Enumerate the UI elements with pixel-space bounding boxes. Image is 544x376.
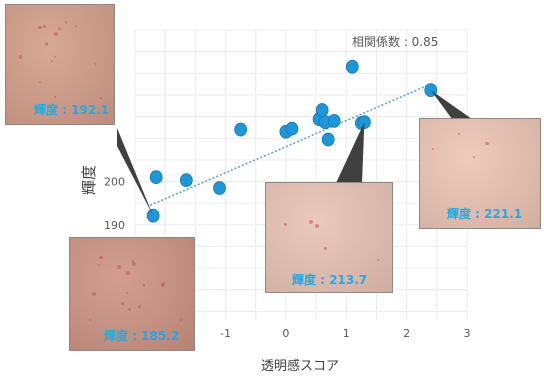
skin-blemish bbox=[309, 219, 313, 224]
skin-blemish bbox=[117, 265, 121, 269]
data-point bbox=[213, 181, 226, 195]
skin-blemish bbox=[315, 223, 320, 228]
skin-blemish bbox=[53, 31, 58, 36]
skin-blemish bbox=[473, 155, 476, 158]
skin-blemish bbox=[126, 291, 128, 294]
skin-blemish bbox=[97, 263, 100, 266]
y-axis-label: 輝度 bbox=[80, 165, 98, 195]
callout-tail bbox=[430, 90, 472, 119]
x-axis-label: 透明感スコア bbox=[261, 358, 339, 374]
skin-blemish bbox=[43, 24, 46, 28]
skin-photo-panel-221: 輝度 : 221.1 bbox=[419, 118, 541, 229]
x-tick-label: 3 bbox=[464, 327, 471, 340]
skin-blemish bbox=[38, 26, 42, 30]
x-tick-label: 2 bbox=[403, 327, 410, 340]
skin-blemish bbox=[142, 284, 146, 287]
skin-blemish bbox=[92, 291, 97, 296]
skin-blemish bbox=[99, 256, 103, 260]
data-point bbox=[327, 113, 341, 128]
correlation-annotation: 相関係数 : 0.85 bbox=[352, 34, 438, 49]
skin-blemish bbox=[179, 318, 183, 321]
skin-blemish bbox=[45, 42, 49, 46]
data-point bbox=[321, 132, 335, 147]
skin-blemish bbox=[57, 26, 61, 30]
skin-blemish bbox=[485, 142, 489, 146]
data-point bbox=[345, 59, 359, 74]
skin-blemish bbox=[284, 222, 288, 226]
skin-blemish bbox=[138, 305, 141, 308]
data-point bbox=[149, 170, 163, 185]
skin-blemish bbox=[131, 262, 136, 267]
skin-blemish bbox=[126, 271, 130, 275]
skin-photo-panel-185: 輝度 : 185.2 bbox=[69, 237, 195, 351]
y-tick-label: 200 bbox=[104, 175, 125, 188]
skin-blemish bbox=[75, 25, 78, 28]
skin-blemish bbox=[457, 132, 460, 135]
skin-blemish bbox=[64, 21, 68, 24]
x-tick-labels: -1 0 1 2 3 bbox=[220, 327, 470, 340]
skin-blemish bbox=[131, 259, 135, 263]
luminance-label-221: 輝度 : 221.1 bbox=[447, 207, 523, 221]
luminance-label-185: 輝度 : 185.2 bbox=[104, 329, 180, 343]
skin-blemish bbox=[38, 80, 42, 84]
data-point bbox=[315, 103, 329, 117]
trendline bbox=[149, 83, 432, 207]
skin-blemish bbox=[53, 96, 56, 98]
skin-photo-panel-213: 輝度 : 213.7 bbox=[265, 182, 393, 293]
skin-blemish bbox=[51, 59, 54, 62]
luminance-label-213: 輝度 : 213.7 bbox=[292, 273, 368, 287]
skin-blemish bbox=[88, 318, 92, 322]
skin-photo-panel-192: 輝度 : 192.1 bbox=[5, 4, 115, 125]
trend-line bbox=[149, 83, 432, 207]
skin-blemish bbox=[324, 247, 327, 250]
y-tick-label: 190 bbox=[104, 219, 125, 232]
skin-blemish bbox=[100, 97, 102, 99]
x-tick-label: 0 bbox=[282, 327, 289, 340]
skin-blemish bbox=[128, 307, 132, 312]
luminance-label-192: 輝度 : 192.1 bbox=[34, 103, 110, 117]
skin-blemish bbox=[53, 56, 56, 59]
skin-blemish bbox=[19, 55, 23, 59]
skin-blemish bbox=[161, 282, 166, 287]
x-tick-label: -1 bbox=[220, 327, 231, 340]
skin-blemish bbox=[376, 259, 379, 262]
data-point bbox=[234, 122, 248, 137]
skin-blemish bbox=[121, 302, 125, 306]
callout-tail bbox=[336, 122, 365, 183]
x-tick-label: 1 bbox=[343, 327, 350, 340]
skin-blemish bbox=[432, 148, 435, 151]
data-point bbox=[179, 173, 193, 188]
data-point bbox=[285, 121, 299, 136]
callout-tail bbox=[117, 128, 154, 216]
skin-blemish bbox=[94, 63, 97, 66]
